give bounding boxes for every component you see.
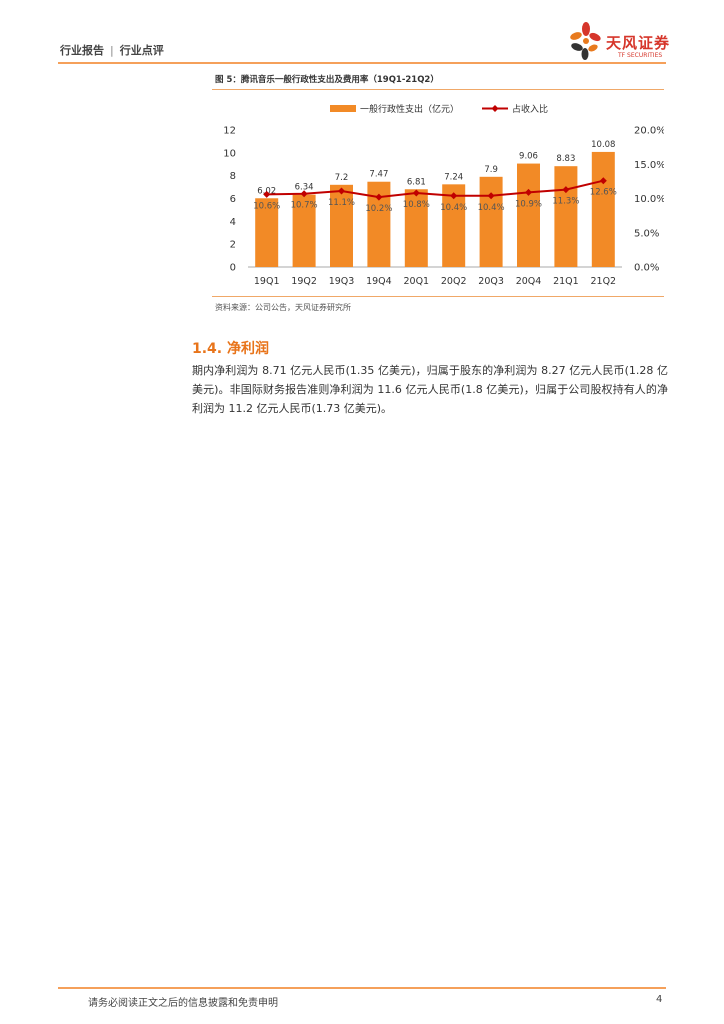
x-tick-label: 20Q4	[516, 276, 542, 287]
bar-value-label: 8.83	[556, 154, 575, 164]
page-number: 4	[656, 994, 663, 1005]
bar-value-label: 7.47	[369, 170, 388, 180]
ratio-point	[450, 192, 458, 200]
figure-title: 图 5：腾讯音乐一般行政性支出及费用率（19Q1-21Q2）	[215, 75, 439, 85]
ratio-value-label: 10.4%	[440, 203, 467, 213]
ratio-point	[263, 190, 271, 198]
bar-value-label: 7.9	[484, 165, 498, 175]
header-divider	[58, 62, 666, 64]
logo-flower-icon	[570, 22, 601, 60]
y-left-tick-label: 12	[223, 126, 236, 137]
x-tick-label: 20Q3	[478, 276, 504, 287]
bar-value-label: 6.34	[295, 183, 314, 193]
y-right-tick-label: 15.0%	[634, 160, 664, 171]
figure-bottom-rule	[212, 296, 664, 297]
x-tick-label: 19Q1	[254, 276, 280, 287]
expense-chart: 一般行政性支出（亿元） 占收入比 0 2 4 6 8 10 12 0.0% 5.0% 10.0% 15.…	[223, 103, 664, 287]
header-separator: |	[110, 44, 114, 57]
x-tick-label: 19Q4	[366, 276, 392, 287]
logo-name-cn: 天风证券	[606, 34, 671, 52]
ratio-point	[338, 187, 345, 195]
chart-bar	[554, 166, 578, 267]
logo-name-en: TF SECURITIES	[618, 52, 663, 59]
section-title: 1.4. 净利润	[192, 341, 269, 357]
chart-bar	[591, 151, 615, 267]
ratio-line	[266, 179, 604, 199]
ratio-value-label: 11.3%	[552, 197, 579, 207]
section-paragraph: 期内净利润为 8.71 亿元人民币(1.35 亿美元)，归属于股东的净利润为 8…	[192, 364, 668, 415]
y-left-tick-label: 10	[223, 148, 236, 159]
ratio-point	[412, 189, 420, 197]
ratio-value-label: 10.9%	[515, 199, 542, 209]
bar-value-label: 7.2	[335, 173, 349, 183]
x-tick-label: 21Q1	[553, 276, 579, 287]
figure-source: 资料来源：公司公告，天风证券研究所	[215, 303, 351, 312]
ratio-value-label: 10.4%	[478, 203, 505, 213]
ratio-value-label: 10.2%	[365, 204, 392, 214]
ratio-value-label: 10.7%	[291, 201, 318, 211]
chart-bar	[330, 184, 353, 267]
y-left-tick-label: 8	[230, 171, 236, 182]
chart-bar	[517, 163, 540, 267]
ratio-point	[487, 192, 495, 200]
legend-bar-label: 一般行政性支出（亿元）	[360, 103, 459, 115]
chart-bar	[479, 176, 503, 267]
ratio-point	[300, 190, 308, 198]
footer-disclaimer: 请务必阅读正文之后的信息披露和免责申明	[88, 998, 278, 1009]
figure-top-rule	[212, 89, 664, 90]
y-left-tick-label: 6	[230, 194, 236, 205]
company-logo: 天风证券 TF SECURITIES	[566, 20, 676, 62]
legend-line-marker	[491, 105, 499, 112]
footer-divider	[58, 987, 666, 989]
bar-value-label: 7.24	[444, 172, 463, 182]
x-tick-label: 20Q1	[403, 276, 429, 287]
chart-bar	[292, 194, 316, 267]
ratio-point	[599, 177, 607, 185]
bar-value-label: 6.81	[407, 177, 426, 187]
x-tick-label: 19Q2	[291, 276, 317, 287]
ratio-value-label: 11.1%	[328, 198, 355, 208]
header-category: 行业报告	[60, 44, 104, 57]
ratio-point	[525, 188, 532, 196]
chart-bar	[255, 198, 279, 267]
header-subcategory: 行业点评	[119, 44, 164, 57]
ratio-value-label: 10.6%	[253, 201, 280, 211]
y-right-tick-label: 20.0%	[634, 126, 664, 137]
ratio-point	[562, 186, 570, 194]
report-category: 行业报告 | 行业点评	[60, 42, 164, 58]
ratio-point	[375, 193, 383, 201]
y-right-tick-label: 0.0%	[634, 263, 659, 274]
x-tick-label: 21Q2	[590, 276, 616, 287]
ratio-value-label: 12.6%	[590, 188, 617, 198]
y-right-tick-label: 10.0%	[634, 194, 664, 205]
y-left-tick-label: 4	[230, 217, 236, 228]
ratio-value-label: 10.8%	[403, 200, 430, 210]
y-right-tick-label: 5.0%	[634, 228, 659, 239]
chart-bar	[442, 184, 466, 267]
bar-value-label: 9.06	[519, 152, 538, 162]
legend-bar-swatch	[330, 105, 356, 112]
bar-value-label: 10.08	[591, 140, 615, 150]
x-tick-label: 19Q3	[329, 276, 355, 287]
chart-bar	[367, 181, 391, 267]
x-tick-label: 20Q2	[441, 276, 467, 287]
chart-bar	[404, 189, 428, 267]
y-left-tick-label: 2	[230, 240, 236, 251]
y-left-tick-label: 0	[230, 263, 236, 274]
legend-line-label: 占收入比	[512, 103, 548, 115]
